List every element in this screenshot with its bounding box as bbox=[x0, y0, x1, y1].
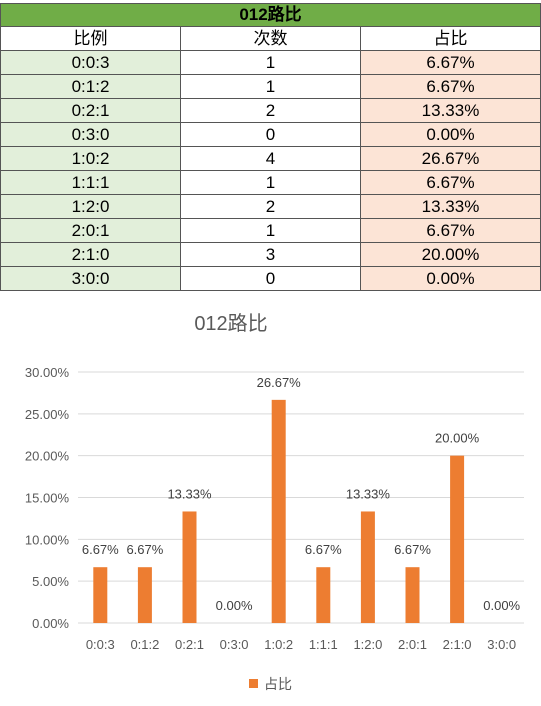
cell-count: 0 bbox=[180, 266, 361, 291]
legend-swatch bbox=[249, 679, 258, 688]
cell-ratio: 1:1:1 bbox=[0, 170, 181, 195]
y-tick-label: 30.00% bbox=[25, 365, 70, 380]
x-tick-label: 1:1:1 bbox=[309, 637, 338, 652]
cell-ratio: 2:1:0 bbox=[0, 242, 181, 267]
cell-count: 1 bbox=[180, 50, 361, 75]
table-row: 1:0:2 4 26.67% bbox=[0, 146, 541, 171]
table-row: 2:0:1 1 6.67% bbox=[0, 218, 541, 243]
y-tick-label: 5.00% bbox=[32, 574, 69, 589]
cell-count: 2 bbox=[180, 194, 361, 219]
table-row: 2:1:0 3 20.00% bbox=[0, 242, 541, 267]
x-tick-label: 0:3:0 bbox=[220, 637, 249, 652]
x-tick-label: 0:0:3 bbox=[86, 637, 115, 652]
bar bbox=[271, 399, 286, 623]
bar bbox=[137, 567, 152, 623]
bar-chart: 012路比 0.00% 5.00% 10.00% 15.00% 20.00% 25.00% 3… bbox=[25, 312, 524, 692]
cell-ratio: 0:2:1 bbox=[0, 98, 181, 123]
data-label: 26.67% bbox=[257, 375, 302, 390]
table-row: 1:1:1 1 6.67% bbox=[0, 170, 541, 195]
table-row: 0:0:3 1 6.67% bbox=[0, 50, 541, 75]
cell-share: 6.67% bbox=[360, 170, 541, 195]
cell-count: 3 bbox=[180, 242, 361, 267]
x-tick-label: 1:0:2 bbox=[264, 637, 293, 652]
cell-share: 13.33% bbox=[360, 98, 541, 123]
cell-ratio: 3:0:0 bbox=[0, 266, 181, 291]
cell-ratio: 1:2:0 bbox=[0, 194, 181, 219]
chart-area: 012路比 0.00% 5.00% 10.00% 15.00% 20.00% 25.00% 3… bbox=[6, 303, 541, 706]
cell-count: 1 bbox=[180, 74, 361, 99]
table-row: 0:2:1 2 13.33% bbox=[0, 98, 541, 123]
data-label: 13.33% bbox=[346, 486, 391, 501]
cell-ratio: 0:3:0 bbox=[0, 122, 181, 147]
data-label: 6.67% bbox=[394, 542, 431, 557]
y-tick-label: 10.00% bbox=[25, 532, 70, 547]
cell-share: 6.67% bbox=[360, 50, 541, 75]
cell-share: 6.67% bbox=[360, 74, 541, 99]
x-tick-label: 0:2:1 bbox=[175, 637, 204, 652]
cell-share: 26.67% bbox=[360, 146, 541, 171]
table-row: 3:0:0 0 0.00% bbox=[0, 266, 541, 291]
cell-count: 2 bbox=[180, 98, 361, 123]
data-label: 0.00% bbox=[216, 598, 253, 613]
header-count: 次数 bbox=[180, 26, 361, 51]
y-tick-label: 25.00% bbox=[25, 407, 70, 422]
cell-share: 13.33% bbox=[360, 194, 541, 219]
header-share: 占比 bbox=[360, 26, 541, 51]
bar bbox=[450, 455, 465, 623]
data-label: 6.67% bbox=[82, 542, 119, 557]
data-label: 6.67% bbox=[126, 542, 163, 557]
cell-count: 1 bbox=[180, 170, 361, 195]
data-label: 20.00% bbox=[435, 431, 480, 446]
bar bbox=[93, 567, 108, 623]
x-tick-label: 3:0:0 bbox=[487, 637, 516, 652]
table-title: 012路比 bbox=[0, 3, 541, 27]
x-tick-label: 1:2:0 bbox=[353, 637, 382, 652]
cell-ratio: 1:0:2 bbox=[0, 146, 181, 171]
y-tick-label: 0.00% bbox=[32, 616, 69, 631]
cell-share: 6.67% bbox=[360, 218, 541, 243]
table-row: 0:1:2 1 6.67% bbox=[0, 74, 541, 99]
y-tick-label: 15.00% bbox=[25, 491, 70, 506]
data-label: 6.67% bbox=[305, 542, 342, 557]
table-row: 1:2:0 2 13.33% bbox=[0, 194, 541, 219]
cell-ratio: 0:1:2 bbox=[0, 74, 181, 99]
cell-share: 0.00% bbox=[360, 122, 541, 147]
y-tick-label: 20.00% bbox=[25, 449, 70, 464]
cell-share: 0.00% bbox=[360, 266, 541, 291]
table-row: 0:3:0 0 0.00% bbox=[0, 122, 541, 147]
bar bbox=[182, 511, 197, 623]
cell-ratio: 2:0:1 bbox=[0, 218, 181, 243]
cell-count: 4 bbox=[180, 146, 361, 171]
chart-title: 012路比 bbox=[194, 312, 267, 335]
x-tick-label: 0:1:2 bbox=[130, 637, 159, 652]
legend-label: 占比 bbox=[264, 676, 292, 692]
data-label: 0.00% bbox=[483, 598, 520, 613]
cell-share: 20.00% bbox=[360, 242, 541, 267]
x-tick-label: 2:1:0 bbox=[443, 637, 472, 652]
cell-count: 1 bbox=[180, 218, 361, 243]
bar bbox=[360, 511, 375, 623]
cell-count: 0 bbox=[180, 122, 361, 147]
ratio-table: 012路比 比例 次数 占比 0:0:3 1 6.67% 0:1:2 1 6.67% 0:2… bbox=[0, 3, 541, 291]
bar bbox=[316, 567, 331, 623]
cell-ratio: 0:0:3 bbox=[0, 50, 181, 75]
x-tick-label: 2:0:1 bbox=[398, 637, 427, 652]
bar bbox=[405, 567, 420, 623]
data-label: 13.33% bbox=[167, 486, 212, 501]
header-ratio: 比例 bbox=[0, 26, 181, 51]
